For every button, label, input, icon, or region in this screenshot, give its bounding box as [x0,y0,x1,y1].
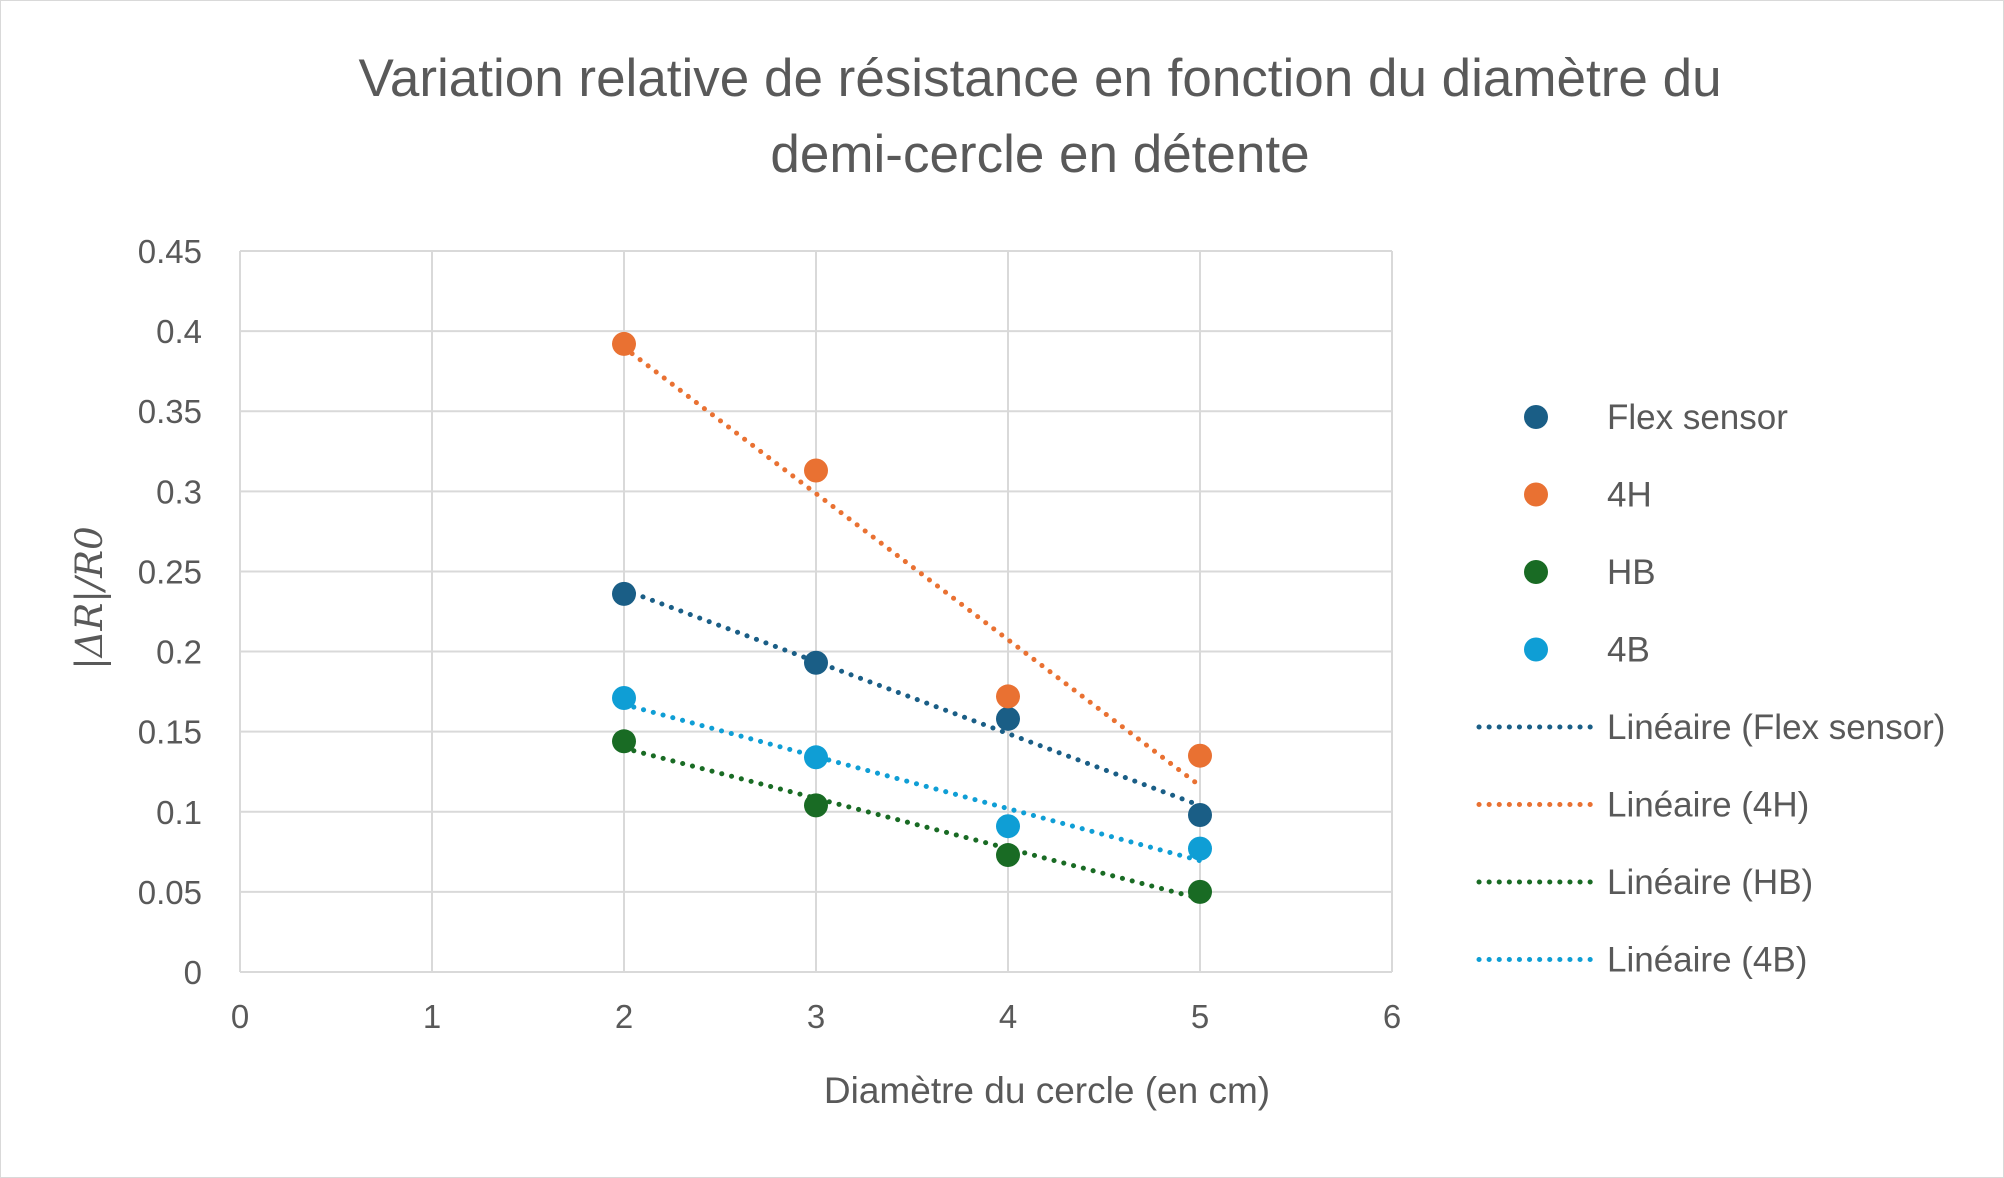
y-tick-label: 0.1 [156,794,202,831]
y-tick-label: 0.4 [156,313,202,350]
trendline [621,344,1203,789]
data-point [804,793,828,818]
data-point [612,331,636,356]
y-tick-label: 0.45 [138,233,202,270]
data-point [996,684,1020,709]
legend-label: Linéaire (HB) [1607,863,1813,902]
trendline [621,701,1203,864]
legend-label: Linéaire (4H) [1607,786,1809,825]
data-point [996,706,1020,731]
y-tick-label: 0.15 [138,714,202,751]
legend-label: Flex sensor [1607,398,1788,437]
x-tick-label: 3 [807,998,825,1035]
legend-marker [1524,405,1548,429]
y-axis-label: |ΔR|/R0 [68,526,111,669]
legend-marker [1524,637,1548,662]
legend-label: HB [1607,553,1656,592]
legend-label: Linéaire (4B) [1607,941,1807,980]
trendlines [621,344,1203,902]
trendline [621,745,1203,902]
legend-label: Linéaire (Flex sensor) [1607,708,1945,747]
data-point [1188,879,1212,904]
chart-title-line-2: demi-cercle en détente [770,125,1309,184]
x-tick-label: 4 [999,998,1017,1035]
x-tick-label: 1 [423,998,441,1035]
legend-label: 4H [1607,476,1652,515]
data-point [804,745,828,770]
x-axis-label: Diamètre du cercle (en cm) [824,1070,1270,1111]
legend-marker [1524,482,1548,507]
legend-label: 4B [1607,631,1650,670]
data-point [996,843,1020,868]
data-point [804,650,828,675]
tick-labels: 0 0.05 0.1 0.15 0.2 0.25 0.3 0.35 0.4 0.45 0 1 2 3 4 5 6 [138,233,1401,1035]
data-point [612,581,636,606]
y-tick-label: 0.2 [156,634,202,671]
data-point [1188,836,1212,861]
legend: Flex sensor 4H HB 4B Linéaire (Flex sensor) L… [1476,398,1945,980]
data-point [1188,743,1212,768]
data-point [996,814,1020,839]
y-tick-label: 0.35 [138,393,202,430]
data-point [804,458,828,483]
data-point [612,729,636,754]
x-tick-label: 0 [231,998,249,1035]
x-tick-label: 5 [1191,998,1209,1035]
y-tick-label: 0 [184,954,202,991]
gridlines [239,250,1393,973]
chart-title-line-1: Variation relative de résistance en fonc… [358,49,1721,108]
data-points [612,331,1212,904]
y-tick-label: 0.25 [138,553,202,590]
data-point [1188,802,1212,827]
legend-marker [1524,560,1548,584]
data-point [612,686,636,711]
trendline [621,587,1203,809]
chart-title: Variation relative de résistance en fonc… [358,49,1721,184]
x-tick-label: 6 [1383,998,1401,1035]
y-tick-label: 0.05 [138,874,202,911]
x-tick-label: 2 [615,998,633,1035]
y-tick-label: 0.3 [156,473,202,510]
